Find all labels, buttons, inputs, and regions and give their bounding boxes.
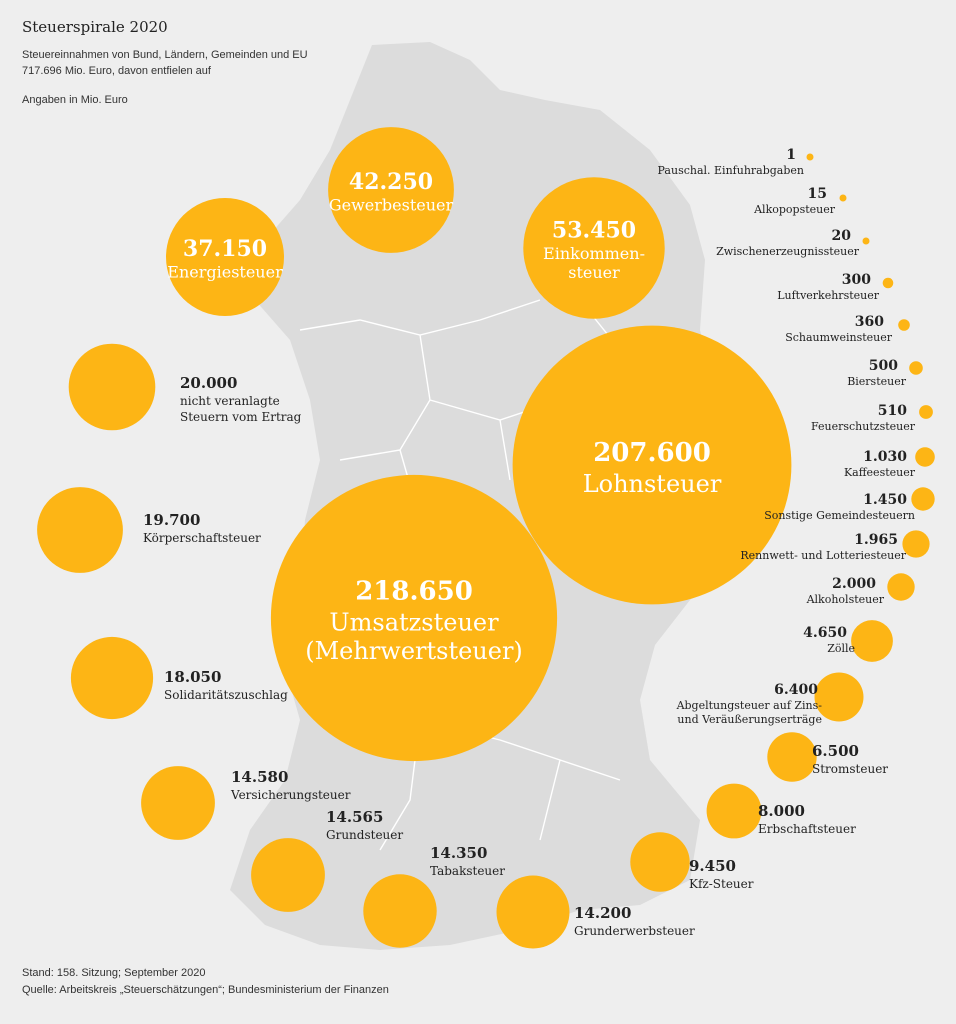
bubble-value-14: 8.000 <box>758 802 805 820</box>
unit-note: Angaben in Mio. Euro <box>22 94 128 106</box>
bubble-label-15-line-1: Stromsteuer <box>812 762 888 776</box>
footer-status: Stand: 158. Sitzung; September 2020 <box>22 967 206 979</box>
bubble-value-19: 1.965 <box>854 532 898 548</box>
bubble-value-4: 42.250 <box>349 169 433 195</box>
bubble-label-3-line-2: steuer <box>568 263 620 282</box>
bubble-label-24-line-1: Schaumweinsteuer <box>785 331 893 344</box>
bubble-17 <box>851 620 893 662</box>
bubble-value-3: 53.450 <box>552 218 636 244</box>
bubble-value-28: 1 <box>786 147 796 163</box>
bubble-label-26-line-1: Zwischenerzeugnissteuer <box>716 245 860 258</box>
bubble-value-17: 4.650 <box>803 625 847 641</box>
bubble-label-5-line-1: Energiesteuer <box>167 262 283 281</box>
bubble-label-16-line-2: und Veräußerungserträge <box>677 713 822 726</box>
bubble-value-27: 15 <box>808 186 827 202</box>
bubble-value-18: 2.000 <box>832 576 876 592</box>
bubble-value-20: 1.450 <box>863 492 907 508</box>
bubble-4 <box>328 127 454 253</box>
chart-title: Steuerspirale 2020 <box>22 18 168 36</box>
bubble-12 <box>496 875 570 949</box>
bubble-label-14-line-1: Erbschaftsteuer <box>758 822 856 836</box>
bubble-22 <box>919 405 933 419</box>
bubble-5 <box>166 198 284 316</box>
bubble-label-10-line-1: Grundsteuer <box>326 828 403 842</box>
bubble-value-9: 14.580 <box>231 768 288 786</box>
footer-source: Quelle: Arbeitskreis „Steuerschätzungen“… <box>22 984 389 996</box>
bubble-label-22-line-1: Feuerschutzsteuer <box>811 420 916 433</box>
bubble-label-27-line-1: Alkopopsteuer <box>753 203 836 216</box>
bubble-21 <box>915 447 935 467</box>
bubble-23 <box>909 361 923 375</box>
bubble-value-6: 20.000 <box>180 374 237 392</box>
bubble-label-17-line-1: Zölle <box>827 642 855 655</box>
bubble-value-13: 9.450 <box>689 857 736 875</box>
bubble-6 <box>68 343 156 431</box>
bubble-label-21-line-1: Kaffeesteuer <box>844 466 916 479</box>
bubble-label-16-line-1: Abgeltungsteuer auf Zins- <box>676 699 823 712</box>
bubble-18 <box>887 573 915 601</box>
chart-subtitle-line2: 717.696 Mio. Euro, davon entfielen auf <box>22 65 211 77</box>
bubble-label-19-line-1: Rennwett- und Lotteriesteuer <box>740 549 906 562</box>
bubble-label-9-line-1: Versicherungsteuer <box>230 788 351 802</box>
bubble-label-18-line-1: Alkoholsteuer <box>806 593 885 606</box>
bubble-label-12-line-1: Grunderwerbsteuer <box>574 924 695 938</box>
bubble-26 <box>862 237 870 245</box>
bubble-label-6-line-1: nicht veranlagte <box>180 394 280 408</box>
bubble-label-7-line-1: Körperschaftsteuer <box>143 531 261 545</box>
bubble-9 <box>141 766 215 840</box>
bubble-11 <box>363 874 437 948</box>
bubble-value-12: 14.200 <box>574 904 631 922</box>
bubble-value-24: 360 <box>855 314 884 330</box>
bubble-label-6-line-2: Steuern vom Ertrag <box>180 410 302 424</box>
bubble-1 <box>270 474 558 762</box>
bubble-10 <box>251 838 325 912</box>
bubble-value-16: 6.400 <box>774 682 818 698</box>
bubble-24 <box>898 319 910 331</box>
bubble-14 <box>706 783 762 839</box>
bubble-value-23: 500 <box>869 358 898 374</box>
bubble-label-28-line-1: Pauschal. Einfuhrabgaben <box>658 164 804 177</box>
bubble-value-1: 218.650 <box>355 577 473 607</box>
bubble-2 <box>512 325 792 605</box>
bubble-value-5: 37.150 <box>183 236 267 262</box>
bubble-label-8-line-1: Solidaritätszuschlag <box>164 688 288 702</box>
bubble-25 <box>882 277 894 289</box>
bubble-27 <box>839 194 847 202</box>
bubble-value-25: 300 <box>842 272 871 288</box>
bubble-value-21: 1.030 <box>863 449 907 465</box>
bubble-label-4-line-1: Gewerbesteuer <box>329 195 454 214</box>
bubble-value-26: 20 <box>832 228 852 244</box>
bubble-8 <box>70 636 154 720</box>
bubble-label-23-line-1: Biersteuer <box>847 375 907 388</box>
bubble-label-13-line-1: Kfz-Steuer <box>689 877 754 891</box>
bubble-value-10: 14.565 <box>326 808 383 826</box>
bubble-15 <box>767 732 817 782</box>
bubble-19 <box>902 530 930 558</box>
bubble-20 <box>911 487 935 511</box>
bubble-value-8: 18.050 <box>164 668 221 686</box>
bubble-label-20-line-1: Sonstige Gemeindesteuern <box>764 509 915 522</box>
bubble-value-2: 207.600 <box>593 438 711 468</box>
bubble-label-11-line-1: Tabaksteuer <box>430 864 505 878</box>
bubble-28 <box>806 153 814 161</box>
bubble-7 <box>37 487 123 573</box>
bubble-value-7: 19.700 <box>143 511 200 529</box>
bubble-label-25-line-1: Luftverkehrsteuer <box>777 289 880 302</box>
bubble-13 <box>630 832 690 892</box>
bubble-value-11: 14.350 <box>430 844 487 862</box>
bubble-label-1-line-1: Umsatzsteuer <box>329 608 499 636</box>
bubble-label-1-line-2: (Mehrwertsteuer) <box>305 637 523 665</box>
bubble-label-2-line-1: Lohnsteuer <box>583 470 722 498</box>
bubble-value-15: 6.500 <box>812 742 859 760</box>
chart-subtitle-line1: Steuereinnahmen von Bund, Ländern, Gemei… <box>22 49 308 61</box>
bubble-3 <box>523 177 665 319</box>
bubble-label-3-line-1: Einkommen- <box>543 244 645 263</box>
bubble-16 <box>814 672 864 722</box>
bubble-value-22: 510 <box>878 403 907 419</box>
